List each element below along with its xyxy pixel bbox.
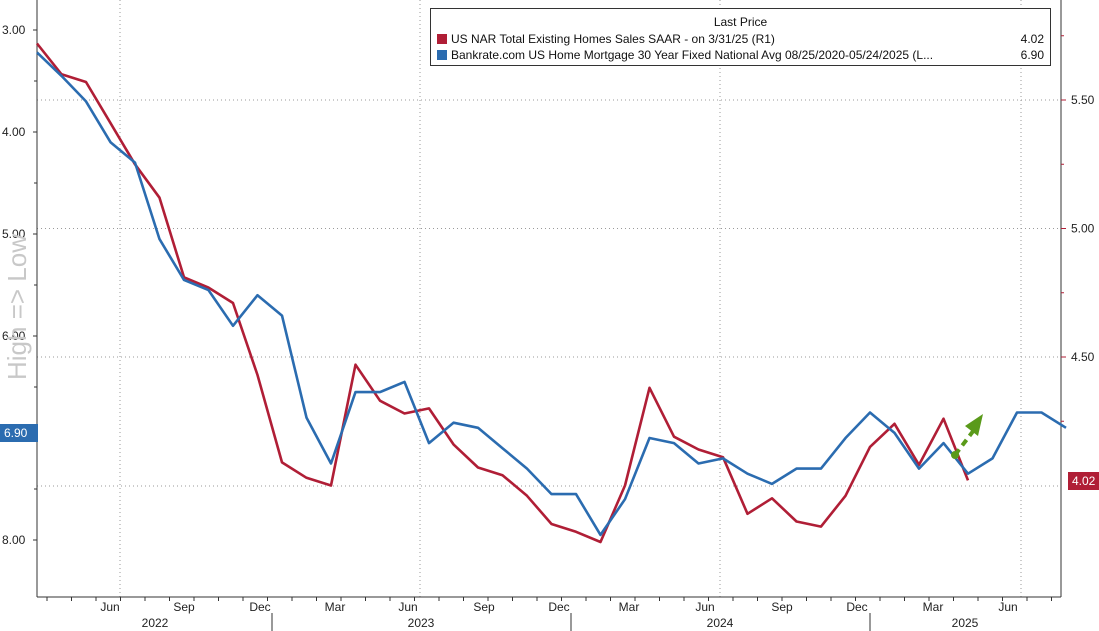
plot-frame — [36, 0, 1062, 598]
arrow-head — [965, 414, 983, 436]
legend-header: Last Price — [713, 15, 768, 29]
annotation-arrow — [951, 414, 983, 459]
last-price-tag-mortgage: 6.90 — [0, 424, 38, 442]
legend-swatch-mortgage — [437, 50, 447, 60]
legend-label-homesales: US NAR Total Existing Homes Sales SAAR -… — [451, 32, 775, 46]
y-axis-left-label: High => Low — [2, 234, 32, 380]
x-tick-label: Dec — [846, 600, 867, 614]
series-line-homesales — [35, 42, 970, 544]
legend-row-mortgage: Bankrate.com US Home Mortgage 30 Year Fi… — [431, 47, 1050, 63]
x-year-label: 2022 — [142, 616, 169, 630]
last-price-tag-homesales: 4.02 — [1068, 472, 1099, 490]
x-year-label: 2024 — [707, 616, 734, 630]
gridlines — [37, 0, 1061, 597]
x-tick-label: Dec — [548, 600, 569, 614]
legend-swatch-homesales — [437, 34, 447, 44]
y-axis-right: 5.50 5.00 4.50 — [1061, 35, 1095, 422]
x-year-label: 2023 — [408, 616, 435, 630]
series-line-mortgage — [36, 51, 1067, 537]
x-tick-label: Jun — [695, 600, 714, 614]
y-left-tick-label: 8.00 — [2, 533, 26, 547]
y-right-tick-label: 4.50 — [1071, 350, 1095, 364]
x-tick-label: Sep — [473, 600, 495, 614]
x-year-label: 2025 — [952, 616, 979, 630]
x-tick-label: Mar — [619, 600, 640, 614]
x-tick-label: Jun — [398, 600, 417, 614]
x-tick-label: Mar — [325, 600, 346, 614]
arrow-shaft — [953, 428, 976, 457]
x-tick-label: Sep — [173, 600, 195, 614]
y-left-tick-label: 4.00 — [2, 125, 26, 139]
x-axis: Jun Sep Dec Mar Jun Sep Dec Mar Jun Sep Dec Mar Jun 2… — [46, 597, 1052, 631]
y-left-tick-label: 6.00 — [2, 329, 26, 343]
x-tick-label: Sep — [771, 600, 793, 614]
x-tick-label: Dec — [249, 600, 270, 614]
legend-value-mortgage: 6.90 — [1020, 48, 1044, 62]
y-left-tick-label: 3.00 — [2, 23, 26, 37]
arrow-origin-dot — [951, 451, 959, 459]
y-right-tick-label: 5.50 — [1071, 93, 1095, 107]
series-lines — [35, 42, 1067, 544]
x-tick-label: Jun — [100, 600, 119, 614]
legend-value-homesales: 4.02 — [1020, 32, 1044, 46]
y-left-tick-label: 5.00 — [2, 227, 26, 241]
x-tick-label: Jun — [998, 600, 1017, 614]
legend-row-homesales: US NAR Total Existing Homes Sales SAAR -… — [431, 31, 1050, 47]
legend-label-mortgage: Bankrate.com US Home Mortgage 30 Year Fi… — [451, 48, 934, 62]
x-tick-label: Mar — [923, 600, 944, 614]
legend: Last Price US NAR Total Existing Homes S… — [430, 8, 1051, 66]
y-right-tick-label: 5.00 — [1071, 222, 1095, 236]
